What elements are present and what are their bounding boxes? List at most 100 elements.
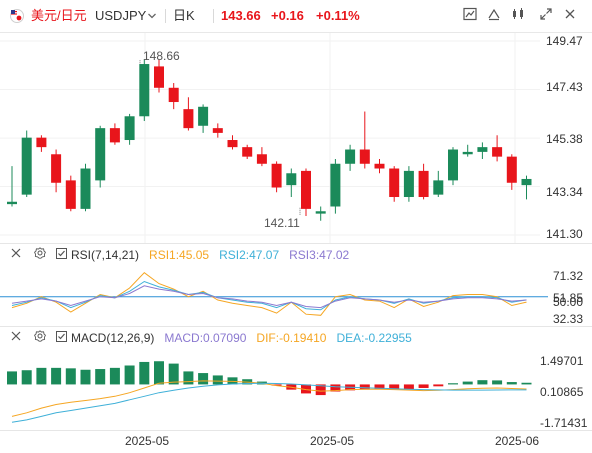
candlestick-chart — [0, 33, 540, 243]
macd-bar — [301, 384, 311, 394]
rsi-chart — [0, 272, 548, 316]
price-pane[interactable]: 149.47 147.43 145.38 143.34 141.30 148.6… — [0, 33, 592, 243]
y-axis-label: 141.30 — [546, 227, 583, 241]
macd-bar — [21, 370, 32, 385]
rsi-legend: RSI(7,14,21) RSI1:45.05 RSI2:47.07 RSI3:… — [10, 247, 349, 263]
rsi-tag: 51.85 — [553, 291, 584, 305]
candle-body — [374, 163, 385, 169]
candle-body — [315, 211, 326, 214]
macd-bar — [315, 384, 326, 396]
x-axis: 2025-05 2025-05 2025-06 — [0, 431, 592, 453]
candle-body — [448, 149, 458, 181]
candle-body — [301, 170, 311, 209]
candle-body — [212, 128, 223, 133]
hide-icon[interactable] — [10, 247, 22, 263]
symbol-code[interactable]: USDJPY — [95, 8, 147, 23]
candle-body — [286, 173, 297, 186]
chart-type-icon[interactable] — [510, 6, 530, 26]
rsi2-value: RSI2:47.07 — [219, 248, 280, 262]
candle-body — [492, 147, 503, 157]
candle-body — [389, 168, 400, 198]
macd-legend: MACD(12,26,9) MACD:0.07090 DIF:-0.19410 … — [10, 330, 412, 346]
pane-divider — [0, 243, 592, 244]
checkbox-icon[interactable] — [56, 330, 67, 346]
candle-body — [330, 163, 341, 207]
macd-bar — [271, 384, 282, 386]
fullscreen-icon[interactable] — [538, 6, 558, 26]
close-icon[interactable] — [562, 6, 582, 26]
candle-body — [198, 106, 209, 126]
macd-bar — [521, 382, 532, 385]
price-change-percent: +0.11% — [316, 8, 360, 23]
pane-divider — [0, 326, 592, 327]
rsi-pane[interactable]: RSI(7,14,21) RSI1:45.05 RSI2:47.07 RSI3:… — [0, 244, 592, 326]
x-axis-label: 2025-06 — [495, 434, 540, 448]
y-axis-label: 0.10865 — [540, 385, 584, 399]
macd-bar — [51, 367, 62, 385]
macd-bar — [389, 384, 400, 389]
candle-body — [227, 140, 238, 148]
candle-body — [51, 154, 62, 183]
macd-bar — [95, 369, 106, 385]
candle-body — [521, 178, 532, 186]
interval-selector[interactable]: 日K — [173, 8, 195, 23]
candle-body — [80, 168, 91, 209]
macd-bar — [36, 367, 47, 385]
symbol-name-cn[interactable]: 美元/日元 — [31, 8, 87, 23]
dif-line — [11, 380, 527, 417]
candle-body — [183, 109, 194, 129]
rsi-line-3 — [11, 285, 527, 309]
compare-icon[interactable] — [486, 6, 506, 26]
candle-body — [168, 87, 179, 103]
candle-body — [7, 201, 17, 205]
y-axis-label: 149.47 — [546, 34, 583, 48]
macd-bar — [7, 371, 17, 385]
macd-name: MACD(12,26,9) — [71, 331, 155, 345]
high-price-marker: 148.66 — [143, 49, 180, 63]
rsi-name: RSI(7,14,21) — [71, 248, 140, 262]
y-axis-label: 50.00 — [553, 295, 584, 309]
macd-bar — [462, 381, 473, 385]
x-axis-label: 2025-05 — [310, 434, 355, 448]
candle-body — [36, 137, 47, 148]
candle-body — [109, 128, 120, 143]
macd-bar — [139, 361, 150, 385]
macd-bar — [492, 380, 503, 385]
macd-bar — [403, 384, 414, 390]
candle-body — [124, 116, 135, 141]
macd-chart — [7, 361, 532, 423]
candle-body — [21, 137, 32, 195]
candle-body — [65, 180, 76, 209]
header-divider — [213, 9, 214, 23]
candle-body — [433, 180, 444, 195]
checkbox-icon[interactable] — [56, 247, 67, 263]
rsi-line-2 — [11, 280, 527, 311]
macd-bar — [198, 373, 209, 385]
y-axis-label: -1.71431 — [540, 416, 588, 430]
dea-line — [11, 382, 527, 423]
macd-bar — [65, 368, 76, 385]
candle-body — [359, 149, 370, 164]
candle-body — [256, 154, 267, 164]
chart-header: 美元/日元 USDJPY 日K 143.66 +0.16 +0.11% — [0, 0, 592, 33]
macd-bar — [433, 384, 444, 387]
macd-bar — [506, 382, 517, 385]
candle-body — [139, 64, 150, 117]
hide-icon[interactable] — [10, 330, 22, 346]
settings-gear-icon[interactable] — [34, 247, 46, 263]
us-jp-flag-icon — [10, 9, 24, 23]
macd-bar — [374, 384, 385, 390]
macd-pane[interactable]: MACD(12,26,9) MACD:0.07090 DIF:-0.19410 … — [0, 327, 592, 430]
current-price-label: 143.34 — [546, 185, 583, 199]
macd-bar — [477, 380, 488, 385]
last-price: 143.66 — [221, 8, 261, 23]
indicator-settings-icon[interactable] — [462, 6, 482, 26]
candle-body — [154, 66, 164, 88]
settings-gear-icon[interactable] — [34, 330, 46, 346]
macd-bar — [168, 363, 179, 385]
macd-bar — [183, 371, 194, 385]
macd-bar — [212, 375, 223, 385]
y-axis-label: 32.33 — [553, 312, 584, 326]
macd-bar — [124, 365, 135, 385]
macd-bar — [109, 367, 120, 385]
